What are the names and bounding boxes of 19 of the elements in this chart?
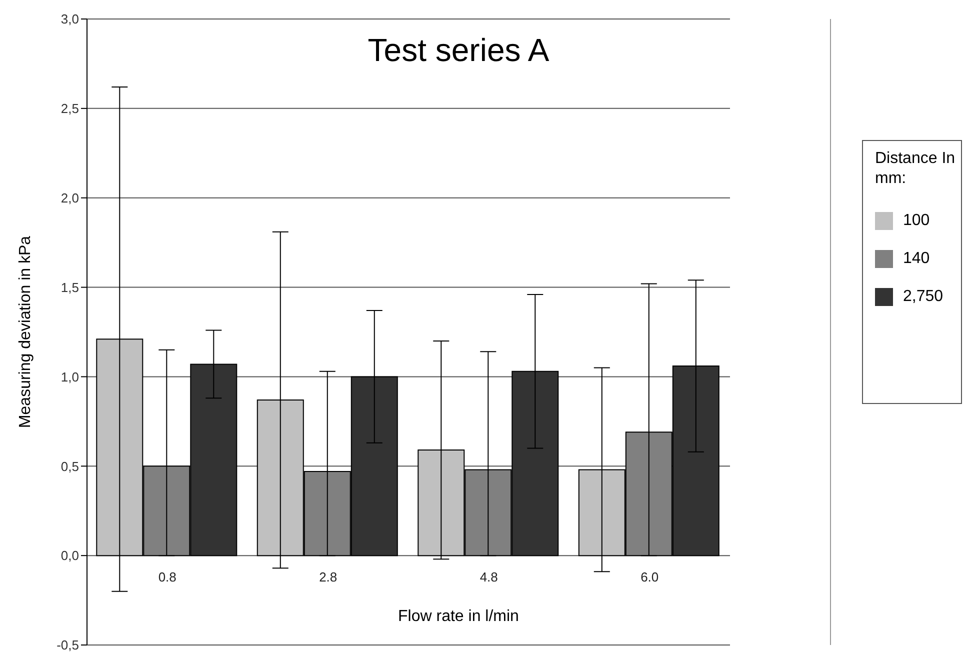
y-tick-label: -0,5	[56, 638, 79, 653]
y-tick-label: 3,0	[60, 12, 79, 27]
x-tick-label: 2.8	[319, 570, 338, 585]
y-tick-label: 0,5	[60, 458, 79, 474]
y-tick-label: 0,0	[60, 548, 79, 564]
y-tick-label: 2,0	[60, 190, 79, 206]
legend-title: Distance In mm:	[875, 149, 956, 189]
chart-title: Test series A	[366, 32, 550, 69]
x-axis-title: Flow rate in l/min	[397, 608, 520, 626]
y-tick-label: 2,5	[60, 101, 79, 116]
x-tick-label: 0.8	[158, 570, 176, 585]
y-tick-label: 1,5	[60, 280, 79, 295]
y-axis-title: Measuring deviation in kPa	[17, 236, 35, 428]
legend-label: 140	[903, 250, 930, 268]
y-tick-label: 1,0	[60, 369, 79, 384]
legend-label: 100	[903, 212, 930, 230]
x-tick-label: 4.8	[480, 570, 498, 585]
legend-label: 2,750	[903, 288, 944, 306]
x-tick-label: 6.0	[640, 570, 659, 585]
